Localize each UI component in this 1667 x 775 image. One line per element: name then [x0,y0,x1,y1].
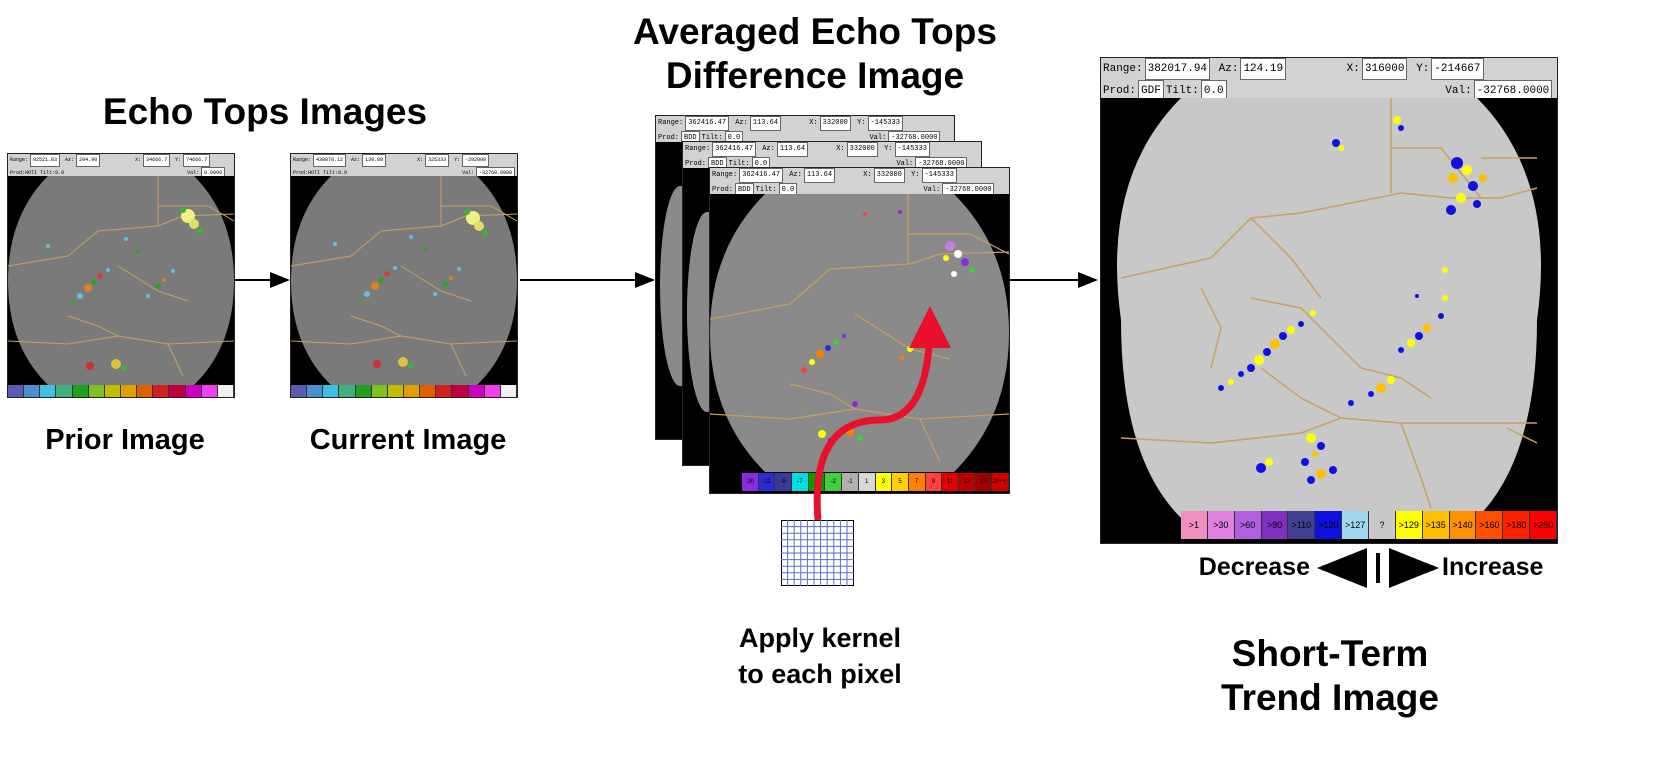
prior-legend-swatch [24,385,41,397]
averaged-title-line-2: Difference Image [665,54,965,96]
kernel-caption-line-1: Apply kernel [738,623,902,653]
current-legend-swatch [500,385,517,397]
diff-legend-swatch: 3 [875,473,893,491]
diff-legend-swatch: 15 [975,473,993,491]
current-radar-map [291,176,517,385]
prior-legend-swatch [153,385,170,397]
prior-radar-map [8,176,234,385]
short-term-heading: Short-Term Trend Image [1160,632,1500,719]
trend-legend-swatch: >120 [1315,511,1343,539]
diff-legend-swatch: -11 [758,473,776,491]
diff-legend-swatch: 13 [958,473,976,491]
trend-info-bar: Range: 382017.94 Az: 124.19 X: 316000 Y: -21… [1101,58,1557,98]
trend-legend-swatch: >30 [1207,511,1235,539]
echo-tops-heading: Echo Tops Images [40,90,490,134]
trend-legend-swatch: >110 [1288,511,1316,539]
diff-legend-swatch: 20++ 29 [992,473,1009,491]
diff-legend-swatch: 9 [925,473,943,491]
trend-legend-swatch: >1 [1181,511,1208,539]
prior-legend-swatch [217,385,234,397]
trend-legend-swatch: >135 [1422,511,1450,539]
kernel-caption: Apply kernel to each pixel [690,620,950,693]
averaged-heading: Averaged Echo Tops Difference Image [580,10,1050,97]
current-legend-swatch [484,385,501,397]
prior-legend-swatch [40,385,57,397]
kernel-grid-icon [781,520,854,586]
trend-image-panel: Range: 382017.94 Az: 124.19 X: 316000 Y: -21… [1100,57,1558,544]
prior-legend-swatch [169,385,186,397]
kernel-arrow [813,306,951,521]
current-echoes [333,209,488,369]
current-color-legend [291,385,517,397]
increase-label: Increase [1442,553,1544,581]
trend-legend-swatch: >180 [1503,511,1531,539]
prior-caption: Prior Image [45,424,205,456]
diff-legend-swatch: 5 [892,473,909,491]
current-legend-swatch [468,385,485,397]
averaged-title-line-1: Averaged Echo Tops [633,11,997,52]
diff-front-info-bar: Range: 362416.47 Az: 113.64 X: 332000 Y: -14… [710,168,1009,194]
diff-legend-swatch: 7 [908,473,926,491]
prior-echoes [46,207,203,371]
prior-legend-swatch [185,385,202,397]
current-legend-swatch [387,385,404,397]
prior-legend-swatch [137,385,154,397]
trend-echoes [1218,116,1487,484]
diff-middle-info-bar: Range: 362416.47 Az: 113.64 X: 332000 Y: -14… [683,142,981,168]
diff-legend-swatch: -8 [775,473,793,491]
current-legend-swatch [307,385,324,397]
trend-color-legend: >1 >30 >60 >90 >110 >120 >127? >129 >135 >140 >160… [1181,511,1557,539]
trend-legend-swatch: ? [1369,511,1396,539]
current-legend-swatch [371,385,388,397]
prior-legend-swatch [56,385,73,397]
current-caption: Current Image [309,424,507,456]
decrease-label: Decrease [1198,553,1310,581]
prior-legend-swatch [72,385,89,397]
trend-legend-swatch: >140 [1449,511,1477,539]
diff-back-info-bar: Range: 362416.47 Az: 113.64 X: 332000 Y: -14… [656,116,954,142]
diff-legend-swatch: -30 [742,473,759,491]
diff-echoes [801,210,975,442]
current-legend-swatch [403,385,421,397]
current-info-bar: Range: 430878.12 Az: 130.88 X: 325333 Y: -29… [291,154,517,176]
trend-legend-swatch: >127 [1342,511,1370,539]
short-term-title-line-2: Trend Image [1221,676,1439,718]
current-legend-swatch [436,385,453,397]
trend-radar-map [1101,98,1557,543]
current-legend-swatch [323,385,340,397]
prior-legend-swatch [201,385,218,397]
diff-legend-swatch: -7 [792,473,809,491]
prior-info-bar: Range: 92521.83 Az: 204.90 X: 34666.7 Y: 746… [8,154,234,176]
current-legend-swatch [291,385,308,397]
diff-legend-swatch: 1 [858,473,876,491]
prior-color-legend [8,385,234,397]
prior-legend-swatch [8,385,25,397]
current-image-panel: Range: 430878.12 Az: 130.88 X: 325333 Y: -29… [290,153,518,398]
short-term-title-line-1: Short-Term [1231,633,1429,674]
trend-legend-swatch: >250 [1530,511,1557,539]
diff-legend-swatch: -1 [842,473,859,491]
current-legend-swatch [355,385,372,397]
echo-tops-title: Echo Tops Images [102,91,428,132]
trend-legend-swatch: >90 [1261,511,1289,539]
diff-legend-swatch: -2 [825,473,843,491]
current-legend-swatch [452,385,469,397]
prior-legend-swatch [120,385,138,397]
prior-image-panel: Range: 92521.83 Az: 204.90 X: 34666.7 Y: 746… [7,153,235,398]
current-legend-swatch [339,385,356,397]
trend-legend-swatch: >60 [1234,511,1262,539]
trend-legend-swatch: >160 [1476,511,1504,539]
prior-legend-swatch [104,385,121,397]
current-legend-swatch [420,385,437,397]
prior-legend-swatch [88,385,105,397]
trend-legend-swatch: >129 [1395,511,1423,539]
kernel-caption-line-2: to each pixel [738,659,902,690]
diff-legend-swatch: 11 [942,473,959,491]
